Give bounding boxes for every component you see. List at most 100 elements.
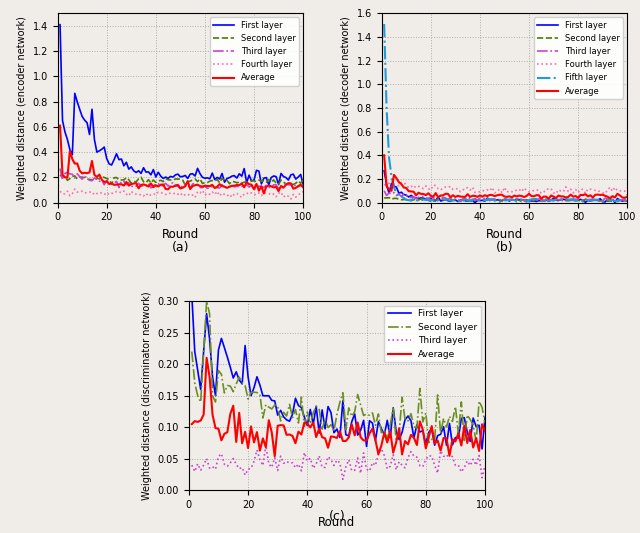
Second layer [481,420,489,426]
Third layer [527,196,535,203]
Fifth layer [508,196,516,203]
Third layer [181,181,189,188]
Title: (c): (c) [328,510,346,523]
First layer [103,155,111,161]
Second layer [259,415,267,421]
First layer [244,374,252,380]
Fourth layer [115,189,123,195]
Y-axis label: Weighted distance (discriminator network): Weighted distance (discriminator network… [142,292,152,500]
Fifth layer [427,197,435,204]
Second layer [203,298,211,304]
Third layer [289,184,297,191]
Fourth layer [527,189,535,195]
Second layer [289,181,297,188]
Fourth layer [56,188,64,195]
Second layer [579,198,587,205]
X-axis label: Round: Round [318,515,356,529]
Average [56,123,64,129]
Third layer [262,442,269,448]
Line: Second layer: Second layer [60,175,303,185]
Fourth layer [106,190,113,196]
Average [472,435,480,441]
Second layer [623,198,631,204]
Fifth layer [527,196,535,203]
Third layer [614,197,621,204]
Fourth layer [300,188,307,195]
First layer [481,414,489,421]
Average [436,192,444,199]
Line: Third layer: Third layer [192,445,485,479]
Third layer [256,456,264,463]
First layer [289,171,297,177]
Third layer [472,462,480,469]
Fourth layer [397,179,405,185]
Legend: First layer, Second layer, Third layer, Fourth layer, Fifth layer, Average: First layer, Second layer, Third layer, … [534,18,623,99]
Average [289,185,297,192]
Second layer [508,197,516,203]
X-axis label: Round: Round [162,228,199,241]
Fourth layer [606,184,614,190]
Third layer [506,196,513,203]
First layer [380,167,388,174]
First layer [471,199,479,206]
Average [259,435,267,441]
Second layer [56,172,64,178]
First layer [181,172,189,179]
Third layer [250,187,258,193]
Fifth layer [606,197,614,204]
Fourth layer [439,185,447,191]
Fifth layer [436,197,444,204]
Second layer [342,426,349,433]
Average [380,152,388,158]
First layer [606,197,614,203]
Average [260,190,268,197]
Y-axis label: Weighted distance (decoder network): Weighted distance (decoder network) [341,16,351,200]
Fifth layer [456,199,464,205]
First layer [458,415,465,422]
Y-axis label: Weighted distance (encoder network): Weighted distance (encoder network) [17,16,27,200]
Line: Third layer: Third layer [60,168,303,190]
Second layer [616,197,623,204]
Average [300,184,307,190]
First layer [113,151,120,157]
First layer [467,438,474,445]
Third layer [188,462,196,469]
Line: Fourth layer: Fourth layer [384,182,627,195]
Fourth layer [623,192,631,198]
Line: Average: Average [384,155,627,199]
Average [506,193,513,199]
First layer [614,195,621,201]
Second layer [365,412,373,418]
First layer [527,198,535,204]
Fourth layer [282,192,290,198]
Second layer [282,181,290,187]
Fourth layer [380,182,388,188]
Third layer [380,188,388,194]
First layer [282,174,290,181]
X-axis label: Round: Round [486,228,523,241]
Line: Average: Average [192,358,485,456]
Third layer [113,178,120,184]
Legend: First layer, Second layer, Third layer, Fourth layer, Average: First layer, Second layer, Third layer, … [210,18,299,86]
First layer [363,443,371,450]
First layer [300,181,307,188]
Average [201,182,209,189]
Average [181,183,189,189]
Line: First layer: First layer [384,171,627,203]
First layer [623,198,631,204]
Fifth layer [623,197,631,204]
Fourth layer [71,186,79,192]
Line: Second layer: Second layer [192,301,485,442]
Fourth layer [508,189,516,195]
Third layer [56,165,64,172]
Second layer [184,179,191,185]
Third layer [339,476,347,482]
Fourth layer [614,188,621,194]
Line: First layer: First layer [60,25,303,185]
Average [271,453,278,459]
Average [427,192,435,199]
Second layer [463,412,471,418]
Title: (b): (b) [495,241,513,254]
Third layer [463,458,471,464]
Second layer [380,195,388,201]
